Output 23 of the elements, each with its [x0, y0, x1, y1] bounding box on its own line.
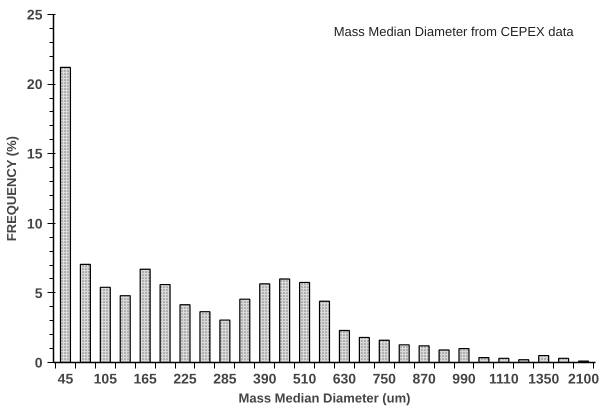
x-axis-title: Mass Median Diameter (um) [238, 390, 410, 406]
y-tick-label: 0 [34, 354, 43, 370]
x-tick-label: 105 [94, 370, 118, 386]
x-tick-label: 750 [372, 370, 396, 386]
x-tick-label: 390 [253, 370, 277, 386]
x-tick-label: 45 [58, 370, 74, 386]
x-tick-label: 1350 [528, 370, 560, 386]
y-tick-label: 10 [26, 215, 43, 232]
x-tick-label: 990 [452, 370, 476, 386]
x-tick-label: 165 [133, 370, 158, 386]
y-tick-label: 5 [34, 284, 43, 301]
y-tick-label: 20 [26, 76, 43, 92]
y-tick-label: 25 [26, 6, 43, 22]
y-axis-title: FREQUENCY (%) [4, 136, 19, 242]
x-tick-label: 2100 [568, 370, 600, 386]
x-tick-label: 285 [213, 370, 237, 386]
x-tick-label: 630 [332, 370, 356, 386]
x-tick-label: 510 [292, 370, 316, 386]
x-tick-label: 225 [173, 370, 197, 386]
annotation: Mass Median Diameter from CEPEX data [334, 24, 574, 39]
x-tick-label: 870 [412, 370, 436, 386]
x-tick-label: 1110 [489, 370, 519, 386]
y-tick-label: 15 [26, 146, 43, 162]
